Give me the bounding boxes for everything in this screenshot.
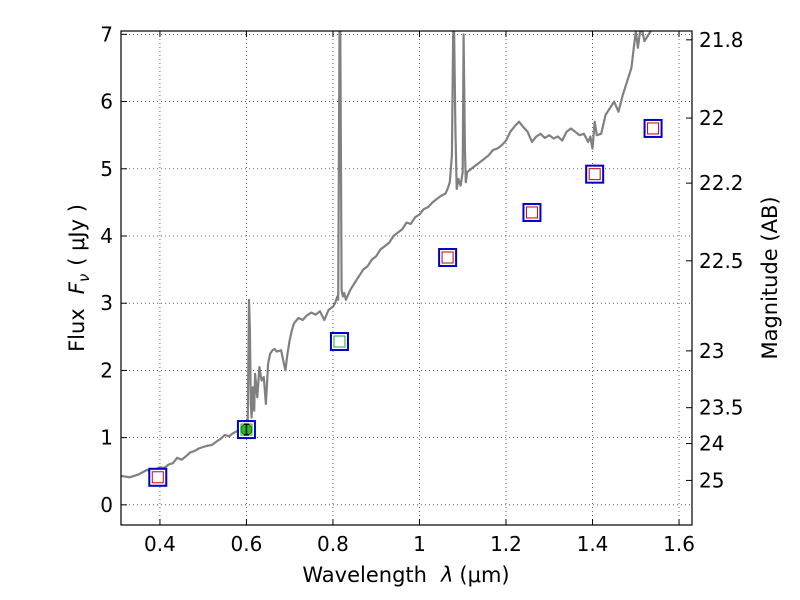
y2-tick-label: 22.2: [699, 171, 744, 195]
photometry-point: [236, 420, 256, 440]
x-tick-label: 0.4: [144, 532, 176, 556]
model-flux-marker: [585, 164, 605, 184]
photometry-markers: [148, 118, 663, 487]
observed-flux-marker: [647, 122, 660, 135]
y-tick-label: 2: [100, 358, 113, 382]
y-tick-label: 4: [100, 224, 113, 248]
photometry-point: [148, 467, 168, 487]
model-flux-marker: [522, 202, 542, 222]
y2-tick-label: 25: [699, 468, 724, 492]
y-tick-label: 6: [100, 90, 113, 114]
x-tick-label: 1.6: [663, 532, 695, 556]
y-tick-label: 5: [100, 157, 113, 181]
x-axis-title: Wavelength λ (μm): [302, 563, 509, 587]
observed-flux-marker: [525, 206, 538, 219]
spectrum-line: [121, 31, 653, 479]
observed-flux-marker: [333, 335, 346, 348]
x-tick-label: 1: [413, 532, 426, 556]
y2-tick-label: 22: [699, 106, 724, 130]
y2-tick-label: 23: [699, 339, 724, 363]
y-tick-label: 7: [100, 22, 113, 46]
model-flux-marker: [148, 467, 168, 487]
x-tick-label: 1.4: [577, 532, 609, 556]
observed-flux-marker: [151, 471, 164, 484]
photometry-point: [522, 202, 542, 222]
photometry-point: [329, 332, 349, 352]
x-tick-label: 0.6: [231, 532, 263, 556]
y2-axis-title: Magnitude (AB): [758, 196, 782, 359]
plot-frame: [120, 30, 693, 526]
y2-tick-label: 24: [699, 432, 724, 456]
y-tick-label: 3: [100, 291, 113, 315]
x-tick-label: 0.8: [317, 532, 349, 556]
y-tick-label: 1: [100, 426, 113, 450]
y2-tick-label: 23.5: [699, 396, 744, 420]
photometry-point: [643, 118, 663, 138]
y-axis-title: FluxFν( μJy ): [65, 204, 93, 352]
y-tick-label: 0: [100, 493, 113, 517]
photometry-point: [585, 164, 605, 184]
x-tick-label: 1.2: [490, 532, 522, 556]
model-flux-marker: [643, 118, 663, 138]
y2-tick-label: 22.5: [699, 249, 744, 273]
grid-lines: [121, 31, 692, 525]
model-flux-marker: [329, 332, 349, 352]
y2-tick-label: 21.8: [699, 28, 744, 52]
model-flux-marker: [438, 248, 458, 268]
spectrum-layer: [121, 31, 653, 479]
photometry-point: [438, 248, 458, 268]
observed-flux-marker: [441, 251, 454, 264]
observed-flux-marker: [588, 168, 601, 181]
